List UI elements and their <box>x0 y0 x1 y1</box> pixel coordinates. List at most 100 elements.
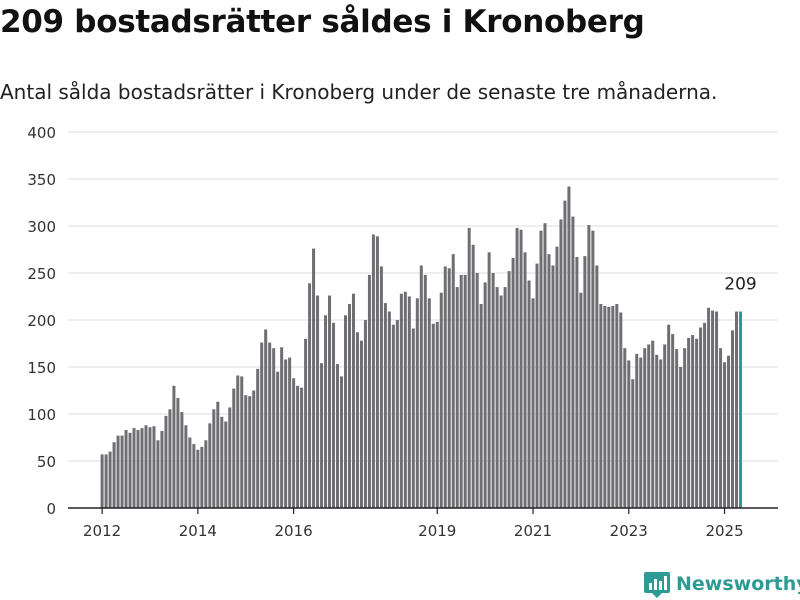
bar <box>252 390 256 508</box>
bar <box>340 376 343 508</box>
bar <box>184 425 188 508</box>
bar <box>391 324 395 508</box>
bar <box>160 430 164 508</box>
bar <box>719 348 723 508</box>
bar <box>208 423 212 508</box>
bar <box>731 330 735 508</box>
bar <box>144 425 148 508</box>
bar <box>228 407 232 508</box>
bar <box>256 368 260 508</box>
bar <box>587 225 591 508</box>
bar <box>651 340 655 508</box>
bar <box>475 273 479 508</box>
bar <box>599 304 603 508</box>
bar <box>172 385 176 508</box>
bar <box>367 274 371 508</box>
bar <box>264 329 268 508</box>
bar <box>447 268 451 508</box>
bar <box>643 348 647 508</box>
bar <box>136 429 140 508</box>
bar <box>591 230 595 508</box>
bar <box>451 254 455 508</box>
last-value-annotation: 209 <box>724 275 756 295</box>
bar <box>120 435 124 508</box>
bar <box>320 363 324 508</box>
bar <box>631 379 635 508</box>
bar <box>244 395 248 508</box>
bar <box>583 256 587 508</box>
bar <box>148 427 152 508</box>
bar <box>268 342 272 508</box>
bar <box>188 437 192 508</box>
x-axis-ticks: 2012 2014 2016 2019 2021 2023 2025 <box>83 508 744 540</box>
bar <box>623 348 627 508</box>
bar <box>627 360 631 508</box>
bar <box>411 328 415 508</box>
bar <box>663 344 667 508</box>
bar <box>168 409 172 508</box>
bar <box>463 274 467 508</box>
bar <box>176 398 180 508</box>
bar <box>104 454 108 508</box>
bar <box>128 432 132 508</box>
bar <box>156 440 160 508</box>
bar <box>316 295 320 508</box>
bar <box>375 236 379 508</box>
bar <box>387 311 391 508</box>
bar <box>707 307 711 508</box>
bar <box>276 371 280 508</box>
bar <box>431 323 435 508</box>
bar <box>192 444 196 508</box>
bar <box>455 287 459 508</box>
bar <box>399 293 403 508</box>
bar <box>347 304 351 508</box>
logo-text: Newsworthy <box>676 573 800 595</box>
bar <box>467 227 471 508</box>
bar <box>292 378 296 508</box>
bar <box>395 320 399 508</box>
bar <box>308 283 312 508</box>
bar <box>595 265 599 508</box>
bars <box>100 186 742 509</box>
bar <box>403 291 407 508</box>
y-tick-label: 100 <box>27 406 56 424</box>
page-subtitle: Antal sålda bostadsrätter i Kronoberg un… <box>0 80 718 104</box>
bar <box>164 415 168 508</box>
bar <box>503 287 507 508</box>
bar <box>667 324 671 508</box>
bar <box>607 306 611 508</box>
y-axis-ticks: 0 50 100 150 200 250 300 350 400 <box>27 124 56 518</box>
bar <box>619 312 623 508</box>
bar <box>427 298 431 508</box>
page-title: 209 bostadsrätter såldes i Kronoberg <box>0 4 645 40</box>
bar <box>248 396 252 508</box>
bar <box>479 304 483 508</box>
bar <box>312 248 316 508</box>
bar <box>559 219 563 509</box>
bar <box>543 223 547 508</box>
bar <box>687 337 691 508</box>
bar <box>699 327 703 508</box>
bar <box>603 305 607 508</box>
y-tick-label: 50 <box>37 453 56 471</box>
bar <box>523 252 527 508</box>
bar <box>675 349 679 508</box>
bar <box>284 359 288 508</box>
bar <box>363 320 367 508</box>
bar <box>703 322 707 508</box>
x-tick-label: 2014 <box>179 522 217 540</box>
bar <box>547 254 551 508</box>
bar <box>679 367 683 508</box>
bar <box>288 357 292 508</box>
y-tick-label: 350 <box>27 171 56 189</box>
bar <box>240 376 244 508</box>
bar <box>108 451 112 508</box>
bar <box>272 348 276 508</box>
bar <box>567 186 571 508</box>
bar <box>715 311 719 508</box>
bar <box>324 315 328 508</box>
bar <box>519 229 523 508</box>
bar <box>471 244 475 509</box>
bar <box>459 274 463 508</box>
bar <box>100 454 104 508</box>
